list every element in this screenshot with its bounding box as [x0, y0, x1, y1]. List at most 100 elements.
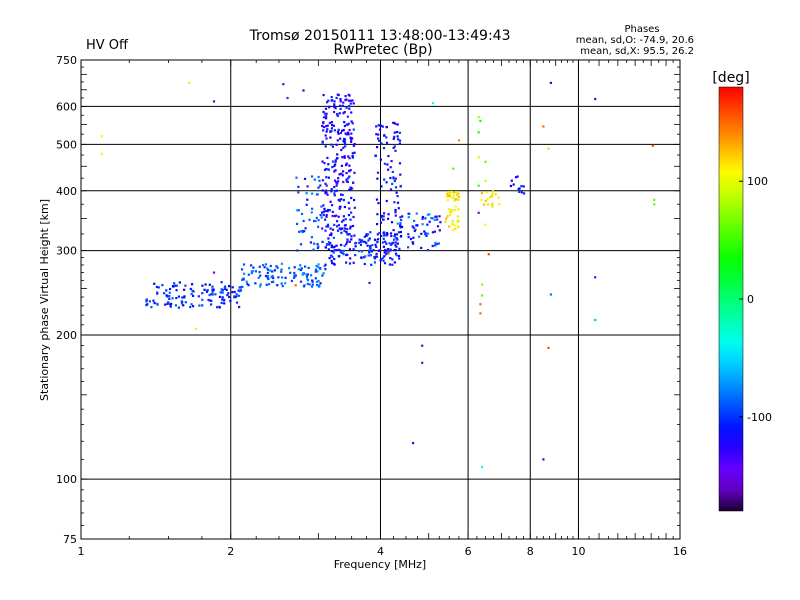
data-point: [398, 139, 402, 142]
data-point: [327, 225, 330, 228]
data-point: [401, 215, 404, 218]
data-point: [311, 192, 314, 195]
data-point: [350, 111, 353, 114]
data-point: [340, 198, 343, 201]
data-point: [491, 205, 494, 208]
data-point: [183, 295, 186, 298]
data-point: [192, 294, 195, 297]
data-point: [337, 93, 340, 97]
data-point: [409, 237, 413, 241]
data-point: [334, 190, 337, 193]
data-point: [387, 155, 390, 158]
data-point: [225, 288, 228, 291]
data-point: [412, 226, 415, 229]
data-point: [323, 207, 326, 210]
data-point: [436, 218, 439, 221]
data-point: [299, 280, 303, 283]
data-point: [353, 206, 356, 209]
data-point: [319, 282, 322, 285]
data-point: [479, 303, 482, 306]
data-point: [284, 282, 287, 285]
data-point: [376, 241, 379, 244]
data-point: [380, 214, 383, 217]
data-point: [373, 257, 377, 260]
data-point: [349, 188, 352, 191]
data-point: [482, 203, 486, 206]
data-point: [293, 266, 296, 269]
data-point: [449, 210, 452, 214]
data-point: [325, 214, 328, 217]
data-point: [491, 190, 495, 193]
data-point: [421, 215, 425, 219]
data-point: [477, 131, 480, 134]
data-point: [339, 205, 342, 208]
data-point: [363, 262, 366, 266]
data-point: [480, 192, 483, 195]
data-point: [435, 243, 438, 246]
data-point: [383, 178, 386, 181]
data-point: [212, 100, 216, 103]
data-point: [542, 125, 545, 128]
x-axis-label: Frequency [MHz]: [334, 558, 426, 571]
data-point: [100, 135, 103, 138]
data-point: [549, 81, 552, 84]
data-point: [446, 195, 449, 198]
data-point: [362, 240, 365, 243]
data-point: [416, 224, 419, 227]
data-point: [349, 169, 352, 172]
data-point: [382, 231, 385, 235]
data-point: [153, 282, 156, 285]
data-point: [347, 133, 350, 136]
data-point: [395, 245, 398, 248]
data-point: [328, 243, 331, 246]
data-point: [424, 217, 427, 220]
data-point: [250, 264, 253, 267]
data-point: [330, 129, 333, 133]
data-point: [155, 285, 158, 289]
data-point: [327, 223, 330, 226]
data-point: [380, 142, 383, 145]
data-point: [231, 286, 234, 289]
data-point: [362, 256, 366, 259]
data-point: [339, 99, 342, 103]
data-point: [317, 245, 320, 248]
data-point: [378, 249, 381, 252]
data-point: [216, 306, 219, 309]
data-point: [477, 211, 480, 214]
data-point: [322, 272, 325, 275]
data-point: [433, 230, 436, 233]
data-point: [349, 257, 352, 260]
data-point: [335, 184, 338, 187]
x-tick-label: 8: [527, 545, 534, 558]
data-point: [347, 201, 350, 204]
data-point: [317, 186, 320, 189]
data-point: [331, 255, 334, 258]
data-point: [385, 181, 388, 184]
data-point: [547, 346, 550, 349]
data-point: [428, 220, 431, 223]
data-point: [331, 160, 335, 163]
data-point: [453, 199, 456, 202]
data-point: [326, 193, 329, 196]
data-point: [434, 241, 437, 244]
data-point: [324, 189, 328, 192]
data-point: [350, 238, 353, 241]
data-point: [491, 195, 494, 198]
data-point: [226, 294, 229, 297]
data-point: [150, 306, 153, 309]
data-point: [343, 205, 346, 209]
data-point: [415, 212, 418, 215]
data-point: [318, 284, 321, 287]
data-point: [351, 224, 355, 228]
data-point: [447, 208, 450, 211]
data-point: [351, 187, 354, 190]
data-point: [345, 243, 348, 246]
chart-title: Tromsø 20150111 13:48:00-13:49:43: [249, 28, 511, 44]
data-point: [380, 185, 383, 188]
data-point: [322, 116, 326, 119]
data-point: [345, 98, 348, 101]
data-point: [333, 194, 336, 197]
data-point: [339, 251, 342, 254]
data-point: [353, 151, 356, 154]
data-point: [333, 179, 337, 182]
